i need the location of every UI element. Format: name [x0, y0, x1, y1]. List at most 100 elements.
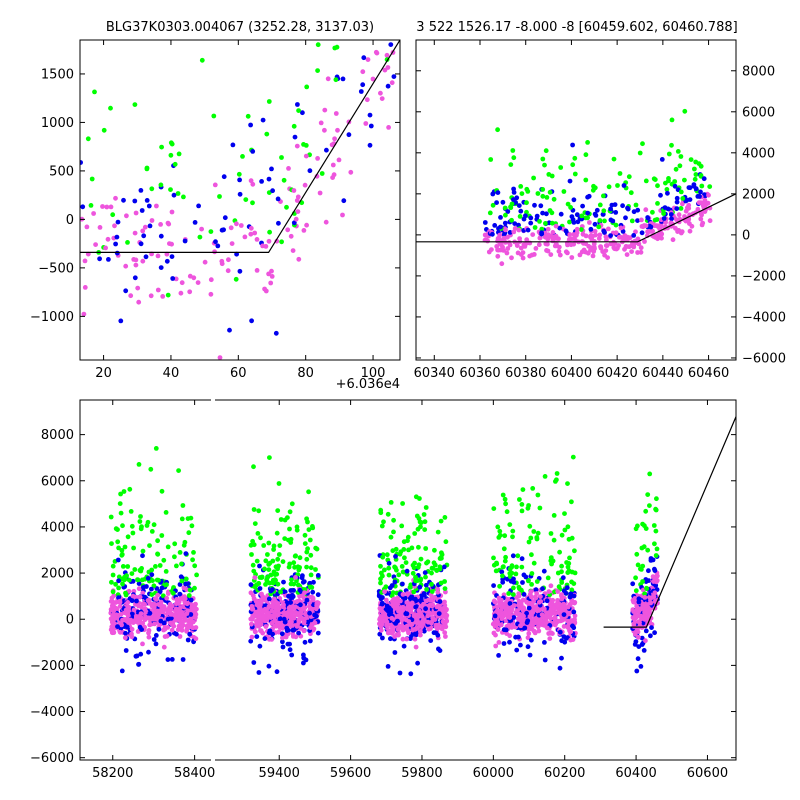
scatter-point-green [132, 102, 138, 107]
scatter-point-blue [527, 652, 533, 658]
scatter-point-blue [518, 208, 524, 214]
scatter-point-green [304, 84, 310, 90]
scatter-point-green [422, 519, 428, 525]
scatter-point-magenta [108, 616, 114, 622]
scatter-point-magenta [296, 617, 302, 623]
scatter-point-magenta [616, 234, 622, 240]
scatter-point-blue [254, 634, 260, 639]
scatter-point-blue [169, 657, 175, 662]
scatter-point-green [304, 564, 309, 570]
scatter-point-magenta [300, 606, 305, 612]
scatter-point-magenta [413, 644, 419, 650]
scatter-point-magenta [636, 608, 642, 614]
scatter-point-magenta [119, 622, 124, 628]
scatter-point-magenta [252, 575, 258, 580]
y-tick-label: −4000 [30, 705, 74, 720]
scatter-point-magenta [123, 607, 129, 613]
y-tick-label: 0 [66, 213, 74, 228]
scatter-point-blue [544, 211, 549, 217]
y-tick-label: 4000 [742, 146, 775, 161]
scatter-point-blue [511, 615, 517, 620]
scatter-point-blue [650, 557, 656, 563]
scatter-point-blue [652, 566, 657, 572]
scatter-point-magenta [655, 573, 660, 579]
scatter-point-green [296, 108, 301, 113]
scatter-point-magenta [503, 227, 508, 233]
scatter-point-green [507, 571, 513, 576]
scatter-point-magenta [360, 69, 366, 75]
scatter-point-green [155, 551, 161, 557]
scatter-point-green [517, 497, 522, 502]
scatter-point-magenta [259, 598, 264, 604]
scatter-point-green [278, 517, 284, 522]
scatter-point-magenta [572, 613, 578, 619]
scatter-point-magenta [105, 236, 111, 242]
scatter-point-magenta [642, 239, 647, 244]
scatter-point-blue [693, 186, 699, 192]
scatter-point-green [438, 518, 444, 524]
scatter-point-green [168, 152, 174, 158]
scatter-point-blue [156, 626, 162, 632]
scatter-point-blue [266, 176, 272, 182]
scatter-point-magenta [294, 198, 300, 203]
scatter-point-green [150, 578, 155, 583]
scatter-point-magenta [275, 612, 281, 618]
scatter-point-green [647, 471, 653, 477]
scatter-point-green [276, 552, 282, 557]
y-tick-label: −6000 [30, 751, 74, 766]
scatter-point-magenta [548, 630, 554, 636]
scatter-point-green [403, 560, 409, 565]
scatter-point-magenta [294, 143, 300, 149]
y-tick-label: −6000 [742, 351, 786, 366]
scatter-point-blue [422, 570, 428, 576]
scatter-point-blue [540, 210, 545, 216]
scatter-point-magenta [167, 602, 173, 607]
scatter-point-magenta [516, 602, 521, 608]
scatter-point-blue [391, 74, 397, 79]
scatter-point-magenta [606, 226, 611, 232]
scatter-point-blue [248, 582, 254, 588]
scatter-point-green [699, 183, 705, 189]
scatter-point-magenta [536, 620, 541, 626]
scatter-point-magenta [133, 210, 139, 216]
scatter-point-green [181, 194, 186, 200]
scatter-point-magenta [435, 586, 440, 592]
y-tick-label: 1500 [41, 67, 74, 82]
x-tick-label: 59600 [330, 766, 371, 781]
scatter-point-magenta [150, 603, 155, 608]
scatter-point-magenta [707, 218, 713, 224]
scatter-point-magenta [581, 247, 587, 253]
scatter-point-blue [298, 602, 303, 608]
scatter-point-green [159, 144, 165, 150]
scatter-point-green [190, 557, 196, 563]
scatter-point-magenta [312, 620, 318, 626]
scatter-point-blue [307, 580, 313, 586]
scatter-point-magenta [544, 625, 550, 631]
scatter-point-magenta [534, 591, 540, 596]
scatter-point-blue [392, 650, 398, 655]
scatter-point-green [645, 492, 651, 497]
scatter-point-blue [387, 585, 393, 591]
scatter-point-green [511, 585, 516, 591]
scatter-point-blue [592, 211, 598, 217]
scatter-point-green [126, 577, 132, 583]
scatter-point-green [302, 532, 308, 538]
scatter-point-blue [526, 605, 532, 611]
scatter-point-green [388, 500, 394, 505]
scatter-point-magenta [172, 612, 178, 618]
scatter-point-magenta [117, 629, 123, 635]
scatter-point-green [556, 584, 562, 590]
scatter-point-green [412, 531, 418, 536]
scatter-point-green [642, 591, 647, 597]
scatter-point-blue [559, 638, 565, 644]
scatter-point-magenta [253, 598, 259, 604]
scatter-point-magenta [499, 604, 504, 609]
scatter-point-magenta [269, 621, 275, 626]
scatter-point-blue [141, 233, 147, 239]
scatter-point-green [307, 537, 313, 543]
scatter-point-green [615, 183, 620, 188]
scatter-point-blue [631, 209, 637, 215]
scatter-point-magenta [109, 624, 115, 630]
scatter-point-magenta [545, 610, 551, 616]
